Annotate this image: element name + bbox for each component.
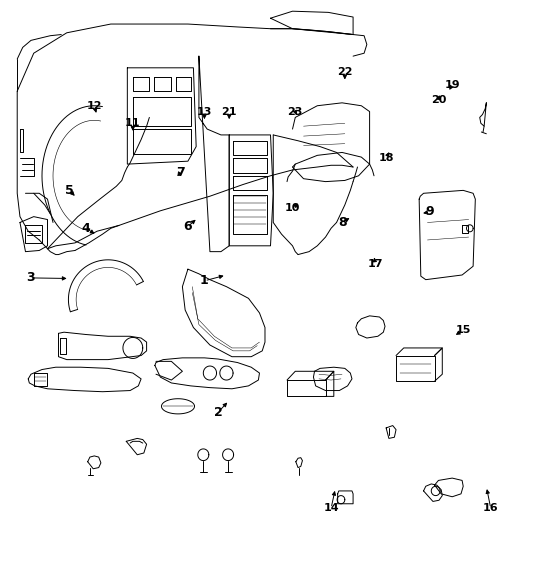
Text: 7: 7 bbox=[176, 166, 184, 179]
Text: 16: 16 bbox=[483, 504, 498, 514]
Text: 15: 15 bbox=[455, 325, 471, 335]
Text: 19: 19 bbox=[444, 80, 460, 90]
Text: 21: 21 bbox=[221, 106, 237, 116]
Text: 22: 22 bbox=[337, 67, 353, 77]
Text: 18: 18 bbox=[378, 153, 394, 163]
Text: 8: 8 bbox=[338, 216, 347, 229]
Text: 9: 9 bbox=[426, 205, 434, 218]
Text: 6: 6 bbox=[184, 220, 192, 233]
Text: 17: 17 bbox=[368, 260, 383, 270]
Text: 10: 10 bbox=[285, 203, 300, 213]
Text: 5: 5 bbox=[65, 184, 74, 197]
Text: 13: 13 bbox=[197, 106, 212, 116]
Text: 2: 2 bbox=[214, 405, 222, 419]
Text: 23: 23 bbox=[288, 106, 303, 116]
Text: 4: 4 bbox=[82, 222, 91, 235]
Text: 1: 1 bbox=[200, 274, 209, 287]
Text: 11: 11 bbox=[125, 118, 141, 128]
Text: 3: 3 bbox=[26, 271, 35, 284]
Text: 20: 20 bbox=[431, 95, 446, 105]
Text: 12: 12 bbox=[87, 101, 102, 111]
Text: 14: 14 bbox=[323, 504, 339, 514]
